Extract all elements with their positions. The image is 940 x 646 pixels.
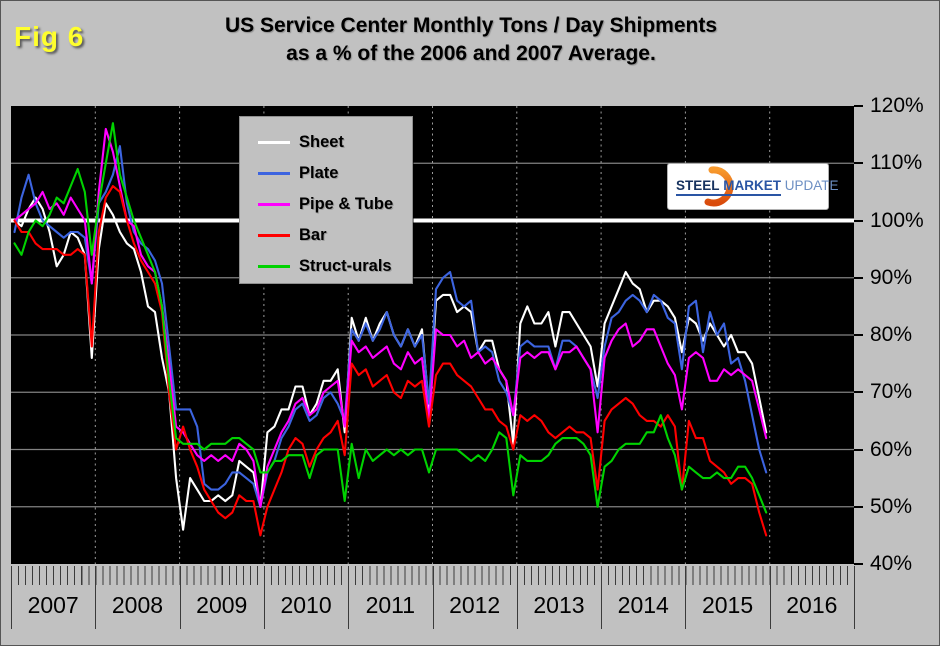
y-axis-label-40: 40%: [870, 552, 913, 575]
bar-line-swatch: [258, 234, 290, 237]
year-separator: [11, 566, 12, 629]
line-chart-canvas: [11, 106, 854, 564]
x-axis-label-2007: 2007: [27, 592, 79, 618]
chart-title: US Service Center Monthly Tons / Day Shi…: [1, 12, 939, 68]
legend-item-plate: Plate: [258, 158, 412, 189]
x-axis-label-2015: 2015: [701, 592, 754, 618]
year-separator: [685, 566, 687, 629]
y-axis-label-110: 110%: [870, 151, 923, 175]
year-separator: [348, 566, 350, 629]
x-axis-label-2008: 2008: [111, 592, 164, 618]
y-axis-label-90: 90%: [870, 265, 913, 289]
structurals-line-swatch: [258, 265, 290, 268]
logo-word-update: UPDATE: [784, 178, 839, 193]
year-separator: [263, 566, 265, 629]
x-axis-label-2009: 2009: [196, 592, 248, 618]
y-axis-label-70: 70%: [870, 380, 913, 404]
legend-item-pipe-tube: Pipe & Tube: [258, 189, 412, 220]
x-axis-label-2014: 2014: [617, 592, 669, 618]
series-line-pipe-tube: [13, 127, 768, 508]
figure-number-label: Fig 6: [14, 21, 85, 52]
y-tick-mark: [854, 162, 863, 165]
year-separator: [179, 566, 181, 629]
series-line-struct-urals: [13, 122, 768, 514]
y-tick-mark: [854, 563, 863, 565]
legend: Sheet Plate Pipe & Tube Bar Struct-urals: [239, 116, 413, 284]
x-axis-label-2016: 2016: [786, 592, 838, 618]
legend-label-pipe-tube: Pipe & Tube: [299, 195, 394, 213]
year-separator: [769, 566, 771, 629]
y-axis-label-50: 50%: [870, 494, 913, 518]
x-axis-label-2011: 2011: [365, 592, 416, 618]
y-tick-mark: [854, 105, 863, 107]
y-tick-mark: [854, 219, 863, 222]
y-tick-mark: [854, 391, 863, 394]
y-tick-mark: [854, 448, 863, 451]
year-separator: [854, 566, 855, 629]
y-axis-label-120: 120%: [870, 94, 924, 117]
legend-label-bar: Bar: [299, 226, 327, 244]
y-axis-label-60: 60%: [870, 437, 913, 461]
y-axis-label-80: 80%: [870, 323, 913, 346]
y-tick-mark: [854, 276, 863, 279]
sheet-line-swatch: [258, 141, 290, 144]
legend-item-structurals: Struct-urals: [258, 251, 412, 282]
chart-title-line1: US Service Center Monthly Tons / Day Shi…: [224, 14, 718, 37]
steel-market-update-logo: STEEL MARKET UPDATE: [667, 163, 839, 210]
legend-item-bar: Bar: [258, 220, 412, 251]
legend-item-sheet: Sheet: [258, 127, 412, 158]
series-line-plate: [13, 145, 768, 508]
y-tick-mark: [854, 334, 863, 336]
x-axis-label-2012: 2012: [449, 592, 501, 618]
y-axis-label-100: 100%: [870, 208, 924, 232]
legend-label-plate: Plate: [299, 164, 339, 182]
x-axis-label-2010: 2010: [280, 592, 332, 618]
legend-label-sheet: Sheet: [299, 133, 344, 151]
series-line-bar: [13, 185, 768, 537]
chart-title-line2: as a % of the 2006 and 2007 Average.: [286, 42, 656, 65]
x-axis-label-2013: 2013: [533, 592, 585, 618]
plate-line-swatch: [258, 172, 290, 175]
logo-text: STEEL MARKET UPDATE: [676, 178, 839, 196]
logo-crescent-icon: [704, 166, 734, 207]
logo-word-market: MARKET: [723, 178, 782, 193]
year-separator: [601, 566, 603, 629]
legend-label-structurals: Struct-urals: [299, 257, 392, 275]
year-separator: [95, 566, 97, 629]
y-tick-mark: [854, 505, 863, 508]
pipe-tube-line-swatch: [258, 203, 290, 206]
year-separator: [516, 566, 518, 629]
year-separator: [432, 566, 434, 629]
logo-word-steel: STEEL: [676, 178, 720, 193]
